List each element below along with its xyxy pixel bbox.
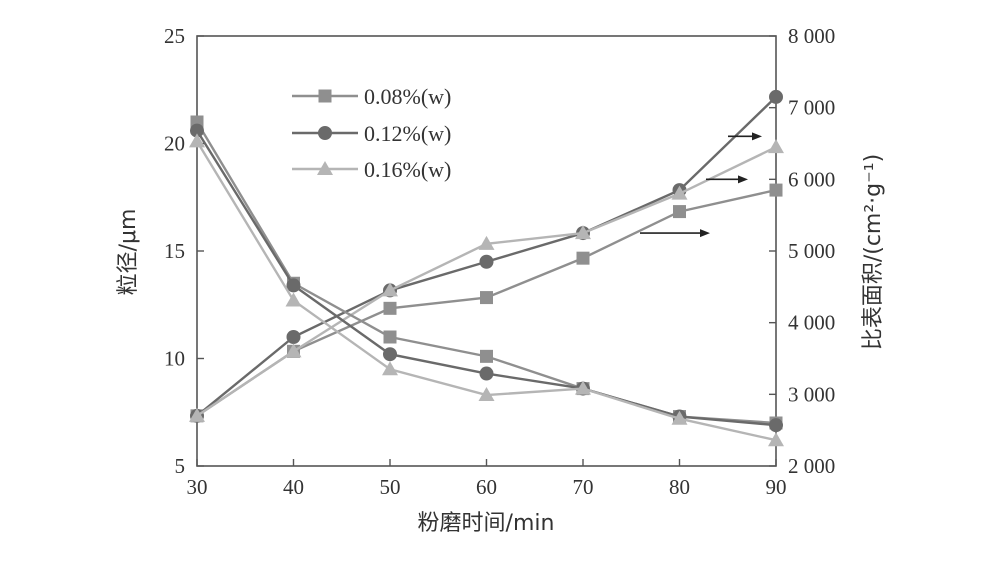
- legend-marker-triangle: [317, 161, 333, 175]
- data-point-triangle: [189, 133, 205, 148]
- y-right-tick-label: 4 000: [788, 311, 835, 335]
- data-point-square: [383, 301, 397, 315]
- data-point-triangle: [575, 225, 591, 240]
- x-tick-label: 50: [380, 475, 401, 499]
- y-left-tick-label: 15: [164, 239, 185, 263]
- plot-frame: [196, 35, 777, 467]
- chart-axes: [196, 35, 777, 467]
- data-point-circle: [769, 89, 783, 104]
- data-point-square: [769, 183, 783, 197]
- chart-legend: 0.08%(w) 0.12%(w) 0.16%(w): [292, 84, 451, 182]
- series-right-triangle: [189, 139, 784, 422]
- data-point-triangle: [671, 185, 688, 200]
- y-axis-left-title: 粒径/μm: [116, 209, 141, 296]
- series-left-triangle: [189, 133, 784, 447]
- series-left-square: [190, 115, 783, 430]
- y-left-tick-label: 5: [175, 454, 186, 478]
- data-point-triangle: [382, 282, 398, 297]
- data-point-triangle: [575, 380, 591, 395]
- data-point-triangle: [671, 410, 688, 425]
- data-point-circle: [286, 278, 301, 293]
- x-tick-label: 80: [669, 475, 690, 499]
- data-point-square: [480, 291, 493, 305]
- y-axis-right-title: 比表面积/(cm²·g⁻¹): [861, 154, 886, 350]
- data-point-circle: [479, 366, 494, 381]
- data-point-triangle: [285, 292, 302, 307]
- chart-arrows: [640, 132, 762, 238]
- annotation-arrow-head: [738, 175, 748, 184]
- annotation-arrow-head: [700, 229, 710, 238]
- data-point-triangle: [768, 139, 784, 154]
- x-axis-title: 粉磨时间/min: [418, 511, 555, 536]
- legend-label: 0.12%(w): [364, 121, 451, 146]
- y-right-tick-label: 3 000: [788, 382, 835, 406]
- data-point-circle: [479, 254, 494, 269]
- data-point-circle: [769, 418, 783, 433]
- data-point-square: [576, 251, 590, 265]
- chart-ticks: 30 40 50 60 70 80 90 5 10 15 20 25 2 000 3 000 4 000 5 …: [164, 24, 835, 499]
- x-tick-label: 60: [476, 475, 497, 499]
- legend-label: 0.16%(w): [364, 157, 451, 182]
- x-tick-label: 30: [187, 475, 208, 499]
- chart-series: [189, 89, 784, 447]
- y-right-tick-label: 2 000: [788, 454, 835, 478]
- data-point-square: [480, 349, 493, 363]
- x-tick-label: 40: [283, 475, 304, 499]
- data-point-triangle: [189, 407, 205, 422]
- series-right-square: [190, 183, 783, 423]
- x-tick-label: 90: [766, 475, 787, 499]
- data-point-triangle: [382, 361, 398, 376]
- y-right-tick-label: 6 000: [788, 167, 835, 191]
- y-left-tick-label: 20: [164, 132, 185, 156]
- data-point-circle: [190, 123, 204, 138]
- y-right-tick-label: 7 000: [788, 96, 835, 120]
- series-line: [195, 129, 777, 427]
- y-left-tick-label: 25: [164, 24, 185, 48]
- y-right-tick-label: 5 000: [788, 239, 835, 263]
- legend-marker-square: [318, 89, 332, 103]
- data-point-circle: [286, 330, 301, 344]
- y-right-tick-label: 8 000: [788, 24, 835, 48]
- data-point-triangle: [478, 387, 495, 402]
- data-point-circle: [383, 347, 397, 362]
- data-point-square: [673, 205, 686, 219]
- x-tick-label: 70: [573, 475, 594, 499]
- data-point-triangle: [768, 432, 784, 447]
- legend-marker-circle: [318, 126, 332, 140]
- data-point-triangle: [285, 343, 302, 358]
- data-point-triangle: [478, 235, 495, 250]
- legend-label: 0.08%(w): [364, 84, 451, 109]
- annotation-arrow-head: [752, 132, 762, 141]
- data-point-square: [383, 330, 397, 344]
- y-left-tick-label: 10: [164, 347, 185, 371]
